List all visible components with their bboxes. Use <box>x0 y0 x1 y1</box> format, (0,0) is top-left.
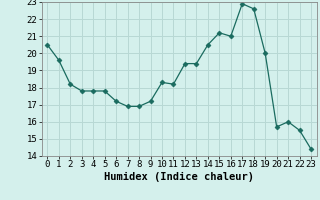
X-axis label: Humidex (Indice chaleur): Humidex (Indice chaleur) <box>104 172 254 182</box>
